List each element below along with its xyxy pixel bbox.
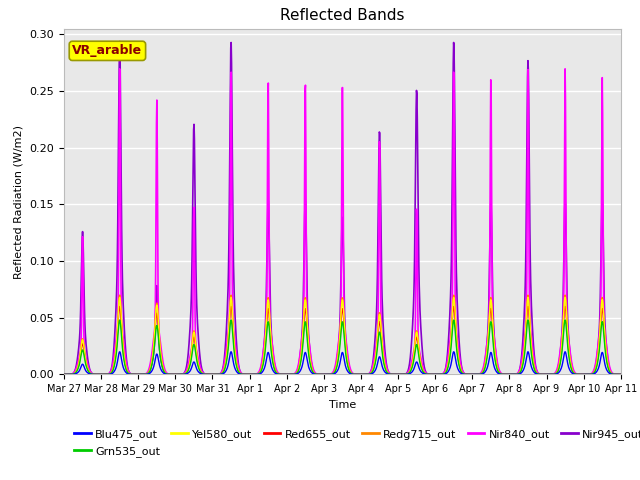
Nir945_out — [502, 372, 509, 377]
X-axis label: Time: Time — [329, 400, 356, 409]
Line: Red655_out: Red655_out — [64, 306, 621, 374]
Line: Redg715_out: Redg715_out — [64, 295, 621, 374]
Redg715_out — [184, 366, 192, 372]
Red655_out — [429, 372, 437, 377]
Redg715_out — [246, 372, 254, 377]
Grn535_out — [617, 372, 625, 377]
Legend: Blu475_out, Grn535_out, Yel580_out, Red655_out, Redg715_out, Nir840_out, Nir945_: Blu475_out, Grn535_out, Yel580_out, Red6… — [70, 425, 640, 461]
Redg715_out — [551, 371, 559, 377]
Red655_out — [502, 372, 509, 377]
Nir945_out — [429, 372, 437, 377]
Nir945_out — [60, 372, 68, 377]
Line: Nir840_out: Nir840_out — [64, 69, 621, 374]
Yel580_out — [171, 372, 179, 377]
Redg715_out — [171, 372, 179, 377]
Title: Reflected Bands: Reflected Bands — [280, 9, 404, 24]
Grn535_out — [171, 372, 179, 377]
Nir945_out — [184, 351, 192, 357]
Nir945_out — [551, 371, 559, 377]
Nir945_out — [171, 372, 179, 377]
Yel580_out — [116, 295, 124, 300]
Blu475_out — [60, 372, 68, 377]
Redg715_out — [617, 372, 625, 377]
Nir840_out — [429, 372, 437, 377]
Line: Blu475_out: Blu475_out — [64, 352, 621, 374]
Blu475_out — [171, 372, 179, 377]
Y-axis label: Reflected Radiation (W/m2): Reflected Radiation (W/m2) — [14, 125, 24, 278]
Line: Grn535_out: Grn535_out — [64, 320, 621, 374]
Nir840_out — [617, 372, 625, 377]
Line: Nir945_out: Nir945_out — [64, 41, 621, 374]
Redg715_out — [429, 372, 437, 377]
Nir840_out — [171, 372, 179, 377]
Line: Yel580_out: Yel580_out — [64, 298, 621, 374]
Yel580_out — [502, 372, 509, 377]
Red655_out — [551, 371, 559, 377]
Yel580_out — [429, 372, 437, 377]
Blu475_out — [551, 372, 559, 377]
Blu475_out — [116, 349, 124, 355]
Nir840_out — [184, 362, 192, 368]
Blu475_out — [502, 372, 509, 377]
Grn535_out — [429, 372, 437, 377]
Red655_out — [184, 366, 192, 372]
Red655_out — [60, 372, 68, 377]
Grn535_out — [60, 372, 68, 377]
Blu475_out — [429, 372, 437, 377]
Yel580_out — [184, 366, 192, 372]
Redg715_out — [60, 372, 68, 377]
Red655_out — [246, 372, 254, 377]
Red655_out — [116, 303, 124, 309]
Red655_out — [171, 372, 179, 377]
Nir945_out — [246, 372, 254, 377]
Yel580_out — [60, 372, 68, 377]
Yel580_out — [246, 372, 254, 377]
Grn535_out — [246, 372, 254, 377]
Grn535_out — [116, 317, 124, 323]
Blu475_out — [246, 372, 254, 377]
Nir840_out — [551, 370, 559, 376]
Nir840_out — [60, 372, 68, 377]
Nir945_out — [617, 372, 625, 377]
Grn535_out — [551, 371, 559, 377]
Nir840_out — [502, 372, 509, 377]
Yel580_out — [617, 372, 625, 377]
Yel580_out — [551, 371, 559, 377]
Nir945_out — [116, 38, 124, 44]
Redg715_out — [502, 372, 509, 377]
Blu475_out — [617, 372, 625, 377]
Redg715_out — [116, 292, 124, 298]
Red655_out — [617, 372, 625, 377]
Text: VR_arable: VR_arable — [72, 44, 143, 57]
Grn535_out — [502, 372, 509, 377]
Nir840_out — [246, 372, 254, 377]
Grn535_out — [184, 368, 192, 373]
Blu475_out — [184, 370, 192, 376]
Nir840_out — [116, 66, 124, 72]
